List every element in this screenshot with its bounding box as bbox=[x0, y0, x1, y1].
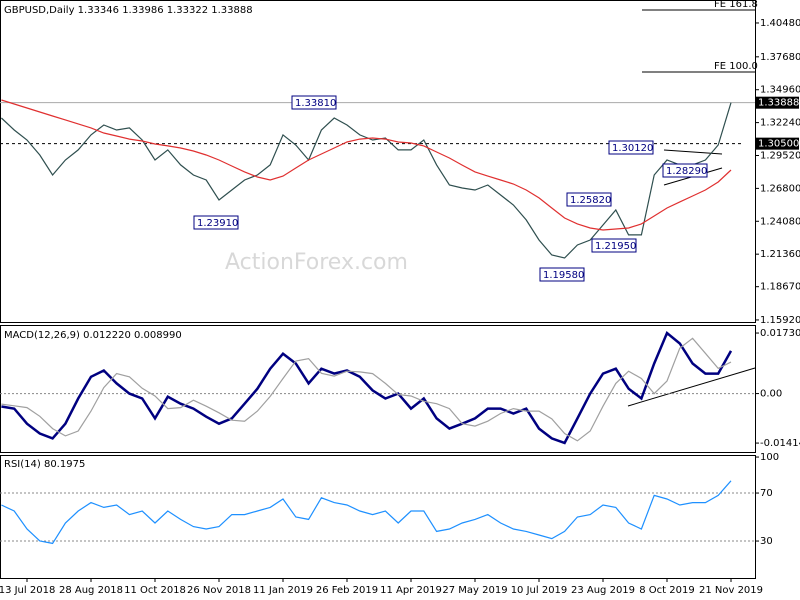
y-tick-label: 1.26800 bbox=[760, 183, 800, 194]
x-tick-label: 11 Apr 2019 bbox=[380, 585, 442, 596]
fib-label: FE 100.0 bbox=[714, 61, 758, 72]
annotation-box bbox=[608, 140, 654, 155]
y-tick-label: 1.18670 bbox=[760, 282, 800, 293]
y-tick-label: 1.37680 bbox=[760, 52, 800, 63]
x-tick-label: 26 Feb 2019 bbox=[316, 585, 378, 596]
series-line bbox=[0, 102, 732, 259]
y-tick-label: -0.014148 bbox=[760, 438, 800, 449]
price-frame bbox=[0, 0, 756, 323]
x-tick-label: 27 May 2019 bbox=[442, 585, 507, 596]
macd-title: MACD(12,26,9) 0.012220 0.008990 bbox=[4, 330, 182, 341]
price-box bbox=[755, 96, 799, 109]
x-tick-label: 11 Oct 2018 bbox=[124, 585, 186, 596]
fib-label: FE 161.8 bbox=[714, 0, 758, 10]
y-tick-label: 30 bbox=[760, 536, 773, 547]
y-tick-label: 1.34960 bbox=[760, 85, 800, 96]
y-tick-label: 0.00 bbox=[760, 389, 782, 400]
annotation-box bbox=[539, 267, 585, 282]
x-tick-label: 11 Jan 2019 bbox=[253, 585, 313, 596]
y-tick-label: 1.21360 bbox=[760, 249, 800, 260]
series-line bbox=[1, 99, 732, 231]
x-tick-label: 21 Nov 2019 bbox=[699, 585, 763, 596]
y-tick-label: 1.15920 bbox=[760, 315, 800, 326]
x-tick-label: 8 Oct 2019 bbox=[639, 585, 694, 596]
x-tick-label: 28 Aug 2018 bbox=[59, 585, 123, 596]
x-tick-label: 23 Aug 2019 bbox=[571, 585, 635, 596]
rsi-frame bbox=[0, 455, 756, 579]
triangle-line bbox=[663, 149, 723, 155]
y-tick-label: 0.017302 bbox=[760, 328, 800, 339]
annotation-box bbox=[566, 192, 612, 207]
y-tick-label: 1.29520 bbox=[760, 150, 800, 161]
price-label: 1.33888 bbox=[758, 98, 799, 109]
watermark: ActionForex.com bbox=[225, 250, 408, 275]
annotation: 1.21950 bbox=[595, 241, 636, 252]
annotation: 1.25820 bbox=[570, 195, 611, 206]
x-tick-label: 10 Jul 2019 bbox=[511, 585, 568, 596]
annotation: 1.19580 bbox=[543, 270, 584, 281]
x-tick-label: 26 Nov 2018 bbox=[187, 585, 251, 596]
annotation: 1.28290 bbox=[666, 166, 707, 177]
rsi-title: RSI(14) 80.1975 bbox=[4, 459, 85, 470]
annotation-box bbox=[662, 163, 708, 178]
level-label: 1.30500 bbox=[758, 139, 799, 150]
y-tick-label: 1.40480 bbox=[760, 18, 800, 29]
level-box bbox=[755, 137, 799, 150]
macd-trend-line bbox=[627, 367, 756, 407]
series-line bbox=[1, 480, 732, 545]
macd-frame bbox=[0, 325, 756, 453]
y-tick-label: 1.32240 bbox=[760, 118, 800, 129]
annotation: 1.30120 bbox=[612, 143, 653, 154]
y-tick-label: 1.24080 bbox=[760, 216, 800, 227]
series-line bbox=[1, 330, 733, 445]
y-tick-label: 70 bbox=[760, 488, 773, 499]
y-tick-label: 100 bbox=[760, 452, 779, 463]
annotation-box bbox=[591, 238, 637, 253]
annotation-box bbox=[291, 95, 337, 110]
series-line bbox=[1, 337, 732, 442]
x-tick-label: 13 Jul 2018 bbox=[0, 585, 55, 596]
annotation: 1.33810 bbox=[295, 98, 336, 109]
annotation: 1.23910 bbox=[197, 218, 238, 229]
chart-title: GBPUSD,Daily 1.33346 1.33986 1.33322 1.3… bbox=[4, 5, 253, 16]
annotation-box bbox=[193, 215, 239, 230]
